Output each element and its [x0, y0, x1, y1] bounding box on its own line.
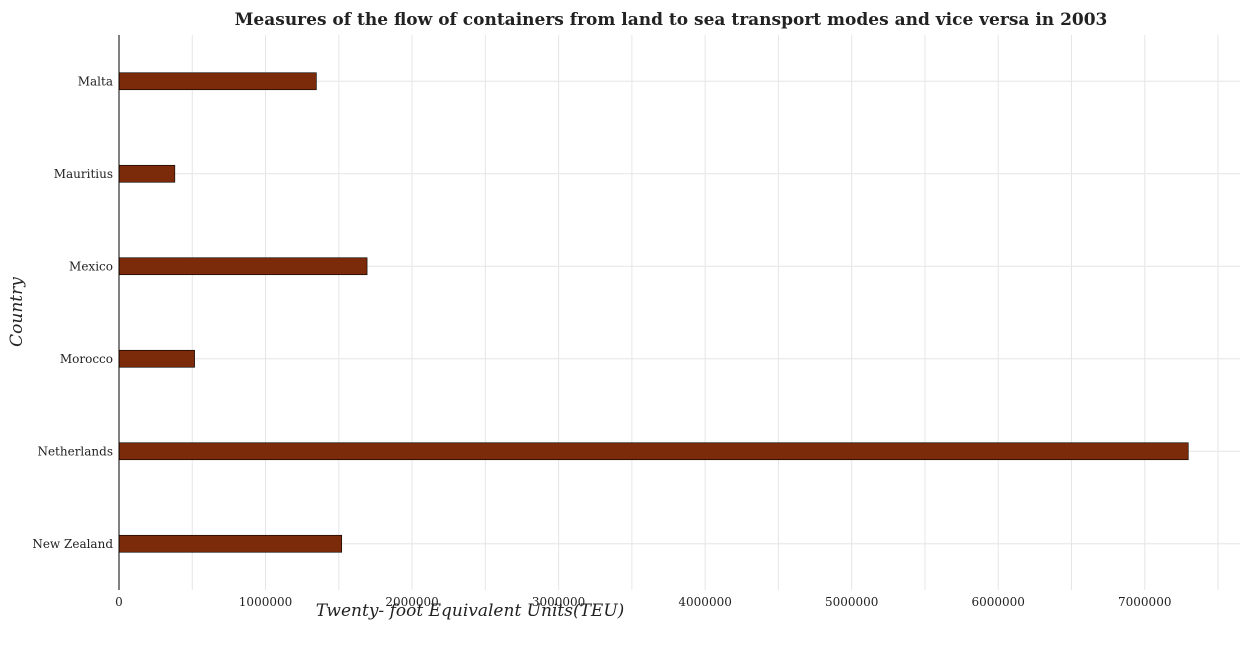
- x-tick-label: 4000000: [678, 595, 731, 609]
- x-tick-label: 3000000: [532, 595, 585, 609]
- bar-new-zealand: [118, 534, 343, 553]
- y-tick-label: Morocco: [60, 352, 113, 366]
- x-tick-label: 5000000: [825, 595, 878, 609]
- x-tick-label: 6000000: [971, 595, 1024, 609]
- y-tick-label: New Zealand: [32, 537, 113, 551]
- bar-mexico: [118, 257, 368, 276]
- bar-mauritius: [118, 164, 176, 183]
- x-tick-label: 2000000: [385, 595, 438, 609]
- y-tick-label: Mexico: [69, 259, 113, 273]
- x-axis-label: Twenty- foot Equivalent Units(TEU): [316, 601, 625, 621]
- bar-malta: [118, 72, 317, 91]
- grid: [118, 35, 1240, 590]
- x-tick-label: 1000000: [239, 595, 292, 609]
- x-tick-label: 0: [115, 595, 123, 609]
- y-tick-label: Mauritius: [54, 167, 113, 181]
- y-ticks: Malta Mauritius Mexico Morocco Netherlands Ne…: [32, 74, 113, 551]
- chart-title: Measures of the flow of containers from …: [235, 10, 1108, 30]
- y-axis-label: Country: [7, 277, 27, 347]
- x-ticks: 0 1000000 2000000 3000000 4000000 5000000 6000…: [115, 595, 1171, 609]
- bars: [118, 72, 1189, 553]
- y-tick-label: Netherlands: [37, 444, 113, 458]
- y-tick-label: Malta: [78, 74, 113, 88]
- bar-netherlands: [118, 442, 1189, 461]
- bar-morocco: [118, 349, 195, 368]
- x-tick-label: 7000000: [1118, 595, 1171, 609]
